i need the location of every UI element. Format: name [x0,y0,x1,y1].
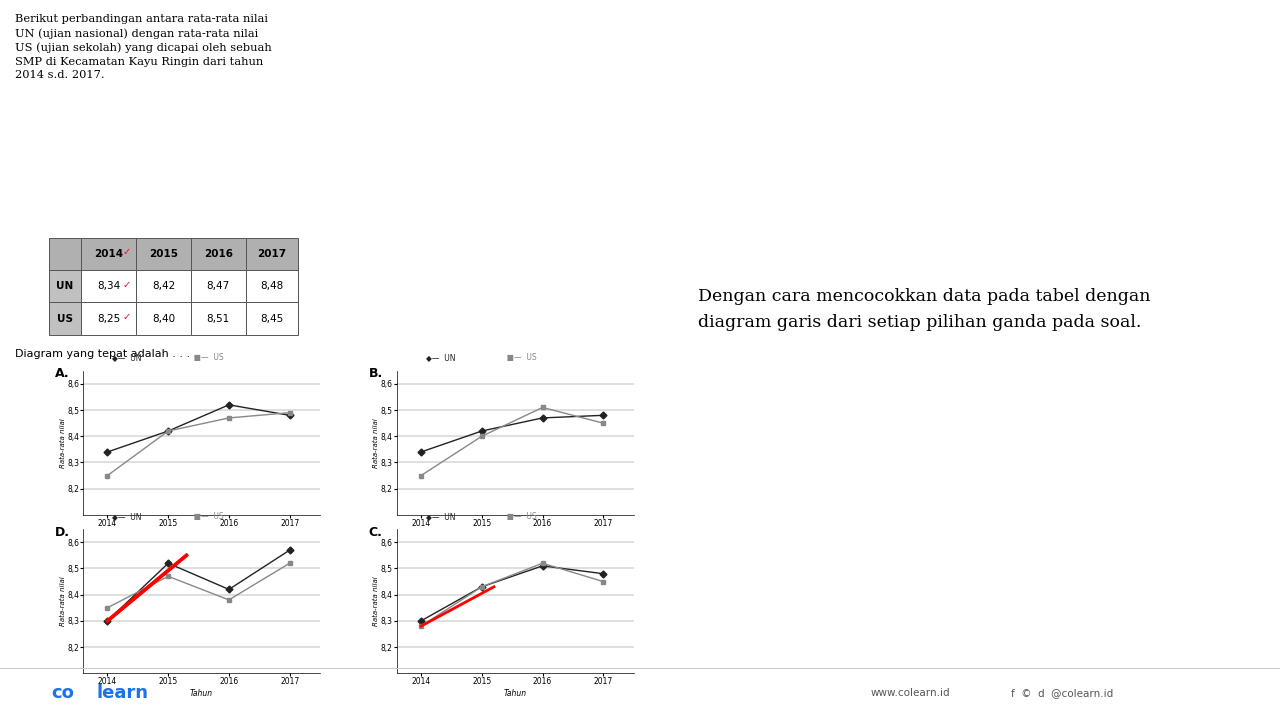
Text: ✓: ✓ [122,247,131,257]
Text: 8,34: 8,34 [97,282,120,291]
Text: 8,48: 8,48 [260,282,284,291]
Text: 2016: 2016 [204,249,233,258]
FancyBboxPatch shape [49,238,81,270]
Text: ■—  US: ■— US [189,512,224,521]
Text: 2017: 2017 [257,249,287,258]
Text: 8,51: 8,51 [207,314,230,323]
Text: D.: D. [55,526,70,539]
Text: 8,45: 8,45 [260,314,284,323]
FancyBboxPatch shape [246,302,298,335]
FancyBboxPatch shape [136,238,191,270]
Text: ✓: ✓ [122,279,131,289]
Text: ■—  US: ■— US [189,354,224,362]
Text: co: co [51,684,74,701]
FancyBboxPatch shape [191,270,246,302]
Text: A.: A. [55,367,69,380]
Text: 8,25: 8,25 [97,314,120,323]
Text: Diagram yang tepat adalah . . . .: Diagram yang tepat adalah . . . . [15,349,197,359]
Text: 8,40: 8,40 [152,314,175,323]
Text: Berikut perbandingan antara rata-rata nilai
UN (ujian nasional) dengan rata-rata: Berikut perbandingan antara rata-rata ni… [15,14,273,81]
Text: 2014: 2014 [93,249,123,258]
Y-axis label: Rata-rata nilai: Rata-rata nilai [60,418,65,468]
Y-axis label: Rata-rata nilai: Rata-rata nilai [60,576,65,626]
Text: ■—  US: ■— US [502,512,538,521]
Text: ◆—  UN: ◆— UN [113,512,142,521]
X-axis label: Tahun: Tahun [503,689,527,698]
Text: UN: UN [56,282,73,291]
Y-axis label: Rata-rata nilai: Rata-rata nilai [374,576,379,626]
Text: 8,42: 8,42 [152,282,175,291]
Text: C.: C. [369,526,383,539]
FancyBboxPatch shape [49,270,81,302]
FancyBboxPatch shape [191,238,246,270]
Text: 8,47: 8,47 [207,282,230,291]
Text: Dengan cara mencocokkan data pada tabel dengan
diagram garis dari setiap pilihan: Dengan cara mencocokkan data pada tabel … [698,288,1151,331]
X-axis label: Tahun: Tahun [503,531,527,540]
Text: www.colearn.id: www.colearn.id [870,688,950,698]
Text: ■—  US: ■— US [502,354,538,362]
X-axis label: Tahun: Tahun [189,689,214,698]
FancyBboxPatch shape [246,238,298,270]
Text: ◆—  UN: ◆— UN [425,512,456,521]
FancyBboxPatch shape [81,302,136,335]
Text: US: US [56,314,73,323]
Text: ✓: ✓ [122,312,131,322]
FancyBboxPatch shape [136,270,191,302]
Text: f  ©  d  @colearn.id: f © d @colearn.id [1011,688,1114,698]
Text: ◆—  UN: ◆— UN [425,354,456,362]
Text: B.: B. [369,367,383,380]
FancyBboxPatch shape [49,302,81,335]
Text: 2015: 2015 [148,249,178,258]
FancyBboxPatch shape [81,270,136,302]
Y-axis label: Rata-rata nilai: Rata-rata nilai [374,418,379,468]
Text: learn: learn [96,684,148,701]
FancyBboxPatch shape [136,302,191,335]
Text: ◆—  UN: ◆— UN [113,354,142,362]
FancyBboxPatch shape [81,238,136,270]
FancyBboxPatch shape [191,302,246,335]
FancyBboxPatch shape [246,270,298,302]
